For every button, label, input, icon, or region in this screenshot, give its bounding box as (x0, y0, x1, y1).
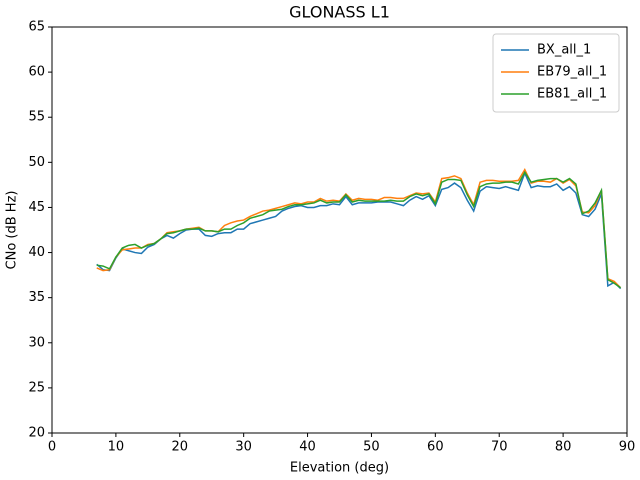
x-tick-label: 70 (491, 440, 508, 455)
x-tick-label: 40 (299, 440, 316, 455)
y-tick-label: 50 (28, 155, 45, 170)
x-tick-label: 90 (619, 440, 636, 455)
y-tick-label: 35 (28, 290, 45, 305)
legend-label: EB81_all_1 (537, 87, 607, 102)
x-axis-label: Elevation (deg) (290, 461, 389, 476)
x-tick-label: 20 (172, 440, 189, 455)
data-line (96, 171, 622, 290)
y-tick-label: 25 (28, 380, 45, 395)
x-tick-label: 80 (555, 440, 572, 455)
y-tick-label: 40 (28, 245, 45, 260)
x-tick-label: 30 (235, 440, 252, 455)
legend-label: BX_all_1 (537, 43, 591, 58)
data-line (96, 170, 622, 289)
y-axis-label: CNo (dB Hz) (5, 191, 20, 270)
legend: BX_all_1 EB79_all_1 EB81_all_1 (492, 33, 620, 113)
y-tick-label: 60 (28, 65, 45, 80)
data-line (96, 167, 622, 289)
x-tick-label: 0 (48, 440, 56, 455)
y-tick-label: 30 (28, 335, 45, 350)
y-tick-label: 45 (28, 200, 45, 215)
y-tick-label: 20 (28, 426, 45, 441)
plot-frame (51, 26, 628, 434)
x-tick-label: 10 (108, 440, 125, 455)
legend-box (492, 33, 620, 113)
x-tick-label: 50 (363, 440, 380, 455)
y-tick-label: 55 (28, 110, 45, 125)
legend-label: EB79_all_1 (537, 65, 607, 80)
y-tick-label: 65 (28, 20, 45, 35)
chart-title: GLONASS L1 (289, 3, 390, 22)
x-tick-label: 60 (427, 440, 444, 455)
